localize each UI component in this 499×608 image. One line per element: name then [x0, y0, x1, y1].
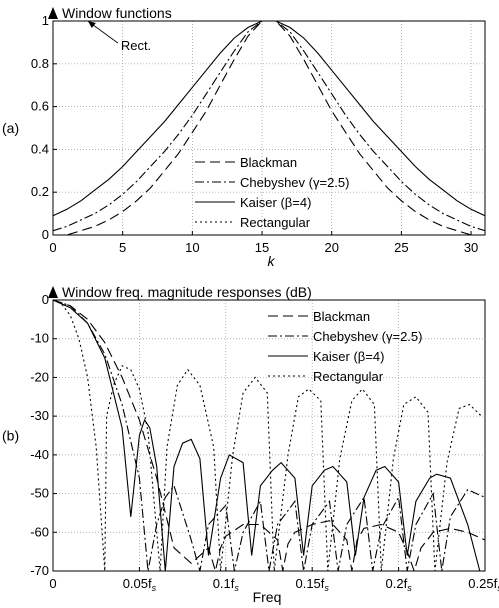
- legend-label: Blackman: [240, 155, 297, 170]
- series-line: [53, 299, 482, 571]
- legend-label: Chebyshev (γ=2.5): [240, 175, 349, 190]
- panel-b: 0 0.05fs 0.1fs 0.15fs 0.2fs 0.25fs 0 -10 -20 -30 -…: [2, 284, 499, 605]
- chart-title: Window freq. magnitude responses (dB): [62, 284, 312, 300]
- x-tick-label: 0.05fs: [123, 576, 157, 593]
- chart-title: Window functions: [62, 5, 172, 21]
- annotation-leader: [91, 23, 119, 44]
- x-tick-label: 5: [119, 240, 126, 255]
- panel-label: (a): [2, 120, 19, 136]
- panel-label: (b): [2, 428, 19, 444]
- y-tick-label: 1: [42, 13, 49, 28]
- panel-a: 0 5 10 15 20 25 30 0 0.2 0.4 0.6 0.8 1 Window functio…: [2, 5, 486, 269]
- x-tick-label: 0: [49, 240, 56, 255]
- series-line: [53, 299, 485, 571]
- axis-arrow-icon: [48, 7, 58, 19]
- y-tick-label: 0.4: [31, 141, 49, 156]
- y-tick-label: -10: [30, 331, 49, 346]
- legend-label: Blackman: [313, 309, 370, 324]
- y-tick-label: -40: [30, 447, 49, 462]
- legend-label: Chebyshev (γ=2.5): [313, 329, 422, 344]
- x-tick-label: 0.25fs: [468, 576, 499, 593]
- y-tick-label: 0.6: [31, 99, 49, 114]
- x-tick-label: 0.15fs: [295, 576, 329, 593]
- y-tick-label: -30: [30, 408, 49, 423]
- x-axis-label: Freq: [253, 589, 282, 605]
- legend-label: Kaiser (β=4): [313, 349, 384, 364]
- annotation-text: Rect.: [121, 38, 151, 53]
- x-tick-label: 15: [255, 240, 269, 255]
- x-tick-label: 0.1fs: [213, 576, 240, 593]
- x-tick-label: 10: [185, 240, 199, 255]
- y-tick-label: -60: [30, 524, 49, 539]
- legend-label: Rectangular: [240, 215, 311, 230]
- y-tick-label: -20: [30, 369, 49, 384]
- plot-frame: [52, 299, 486, 572]
- y-tick-label: 0: [42, 292, 49, 307]
- y-tick-label: 0.2: [31, 184, 49, 199]
- legend-label: Rectangular: [313, 369, 384, 384]
- x-tick-label: 25: [394, 240, 408, 255]
- legend-label: Kaiser (β=4): [240, 195, 311, 210]
- y-tick-label: -50: [30, 486, 49, 501]
- series-line: [53, 299, 481, 571]
- axis-arrow-icon: [48, 286, 58, 298]
- annotation-arrow-icon: [87, 21, 96, 28]
- x-tick-label: 20: [324, 240, 338, 255]
- y-tick-label: 0.8: [31, 56, 49, 71]
- x-tick-label: 0: [49, 576, 56, 591]
- x-tick-label: 0.2fs: [386, 576, 413, 593]
- y-tick-label: 0: [42, 227, 49, 242]
- x-axis-label: k: [268, 253, 276, 269]
- x-tick-label: 30: [464, 240, 478, 255]
- y-tick-label: -70: [30, 563, 49, 578]
